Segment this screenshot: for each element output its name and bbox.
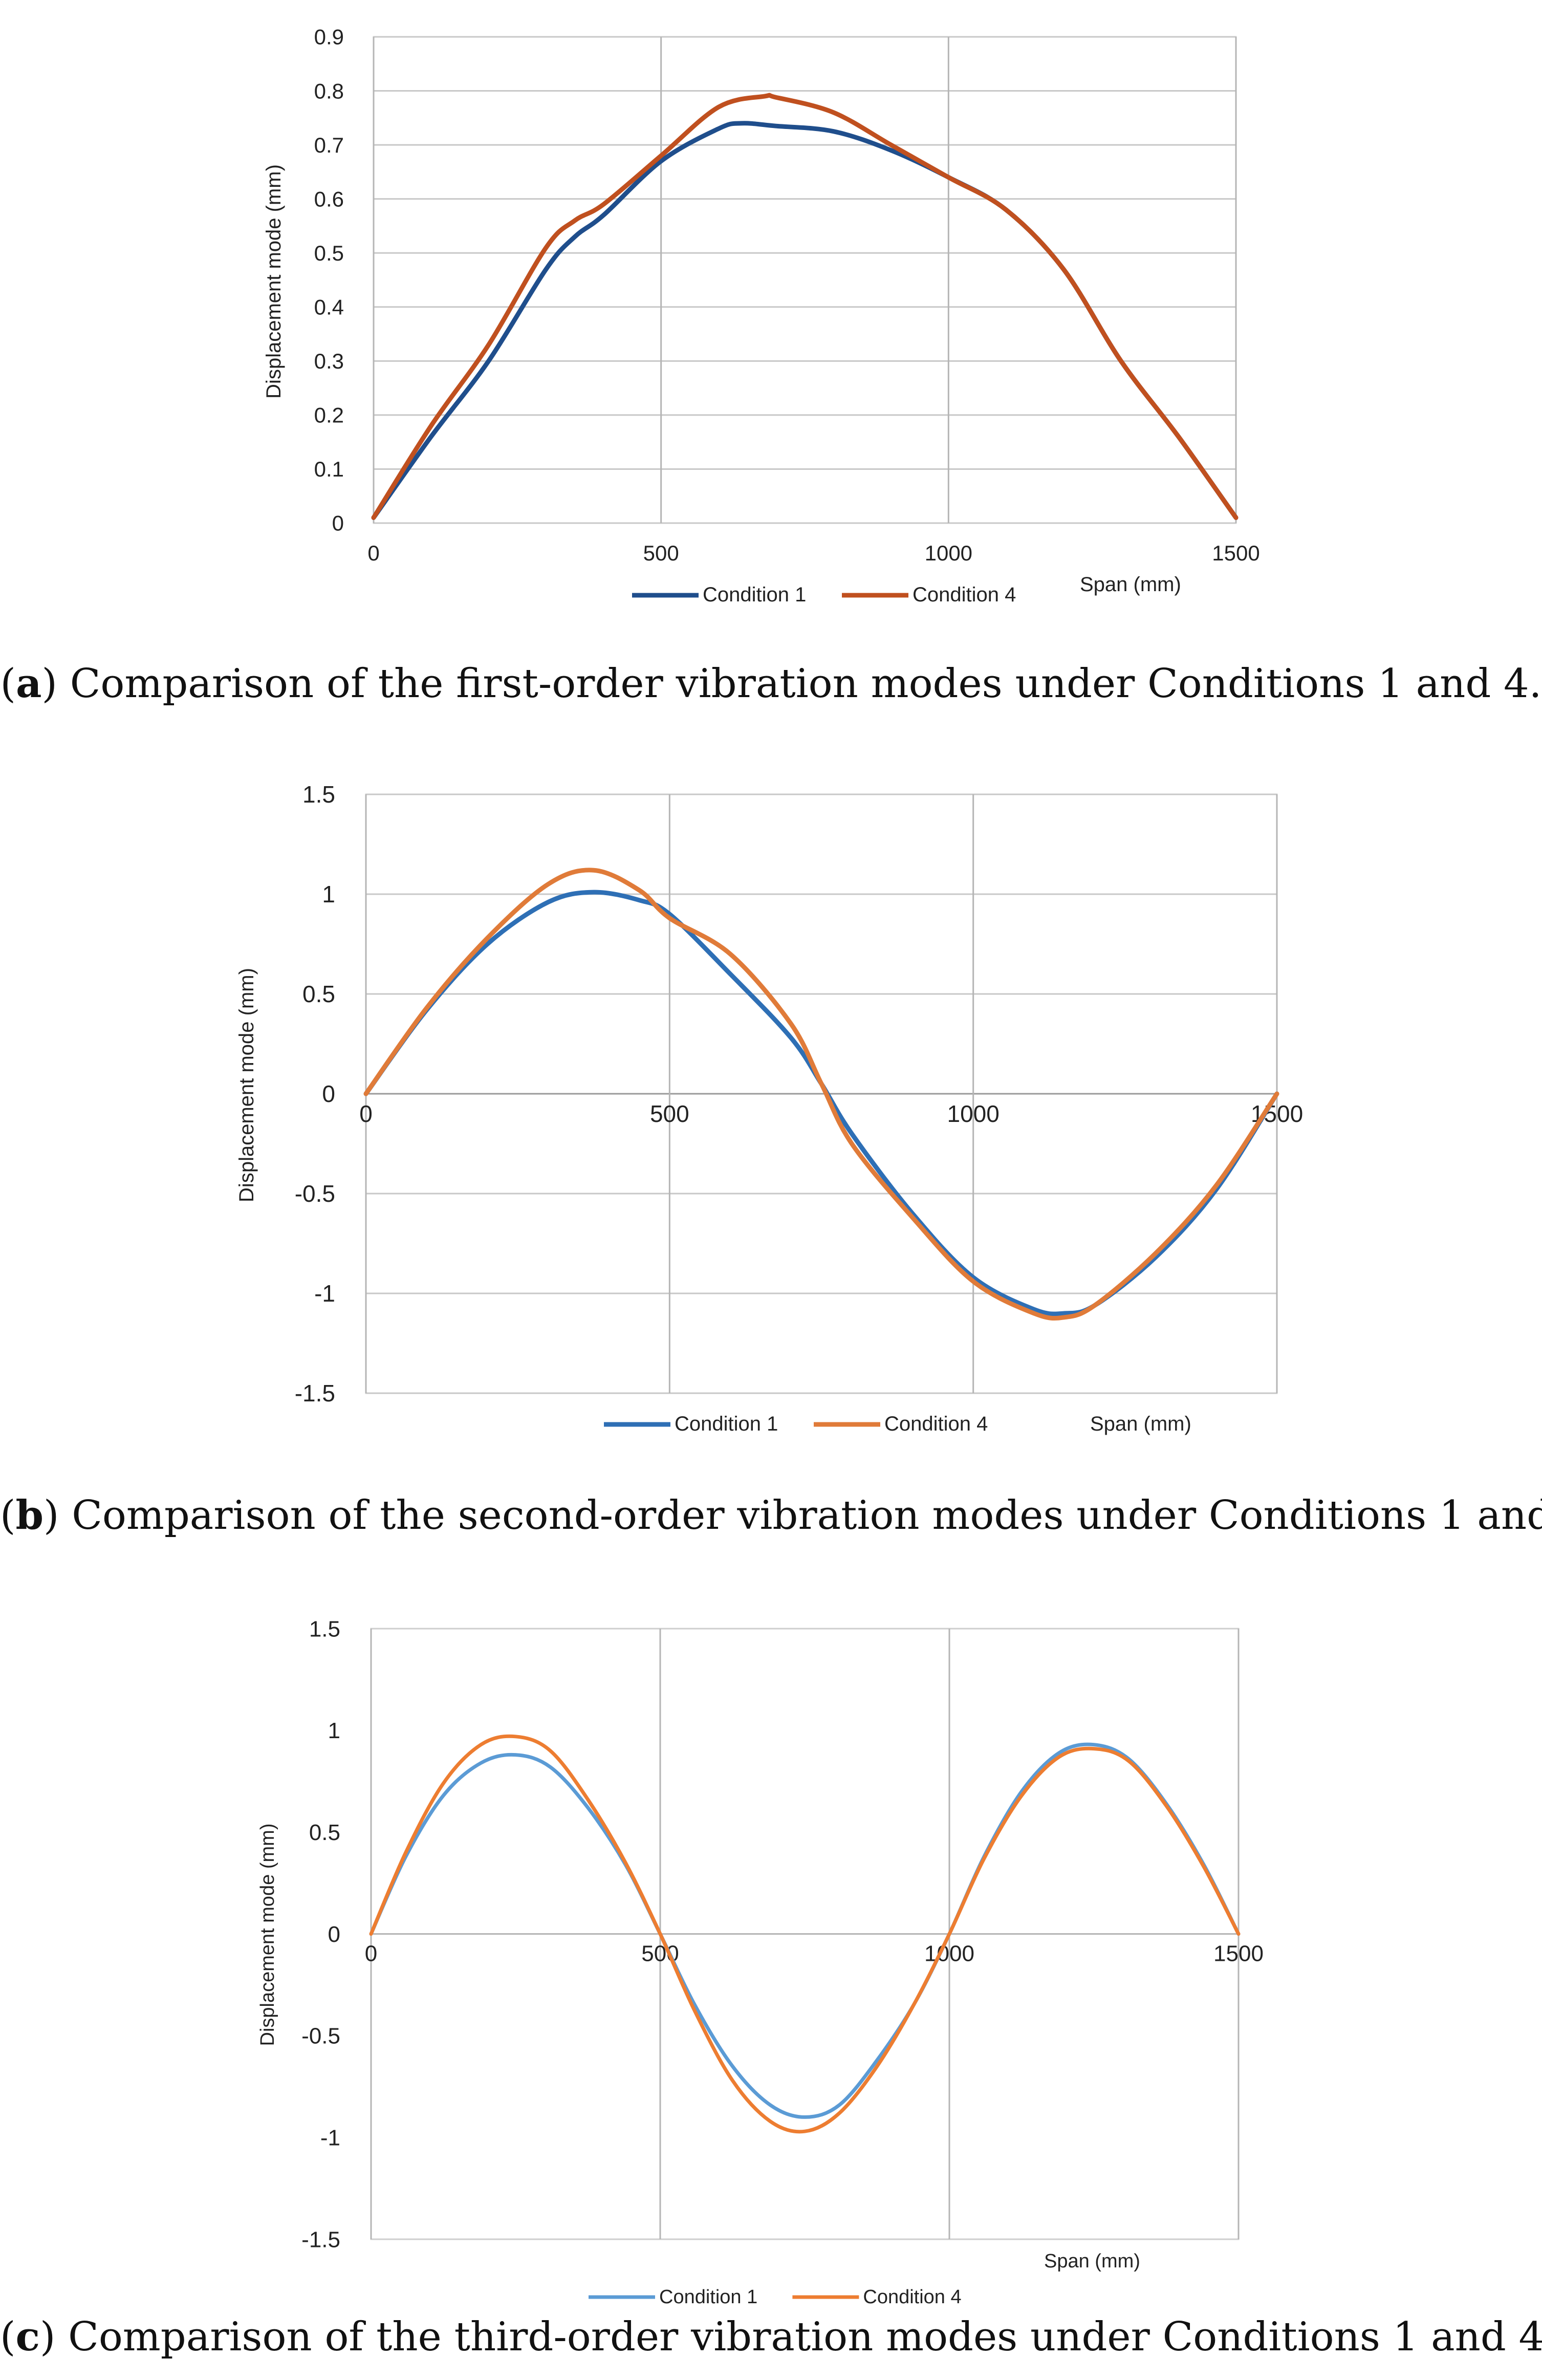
caption-b-letter: b	[15, 1492, 44, 1539]
y-tick-label-a-8: 0.8	[314, 79, 344, 103]
caption-b-text: ) Comparison of the second-order vibrati…	[43, 1492, 1542, 1539]
x-tick-label-c-2: 1000	[924, 1941, 974, 1966]
y-tick-label-a-4: 0.4	[314, 295, 344, 319]
y-axis-label-b: Displacement mode (mm)	[235, 968, 258, 1202]
y-tick-label-b-6: 1.5	[302, 781, 335, 808]
caption-c-text: ) Comparison of the third-order vibratio…	[39, 2314, 1542, 2360]
x-tick-label-a-2: 1000	[925, 541, 972, 565]
x-tick-label-b-2: 1000	[947, 1100, 999, 1127]
y-tick-label-c-6: 1.5	[309, 1616, 340, 1641]
y-tick-label-c-0: -1.5	[301, 2227, 340, 2252]
y-tick-label-a-1: 0.1	[314, 457, 344, 481]
y-tick-label-c-1: -1	[320, 2126, 340, 2151]
x-axis-label-b: Span (mm)	[1090, 1413, 1191, 1435]
y-tick-label-c-5: 1	[328, 1718, 340, 1743]
legend-label-a-2: Condition 4	[913, 583, 1016, 606]
x-axis-label-c: Span (mm)	[1044, 2251, 1140, 2272]
chart-b: -1.5-1-0.500.511.50 500 1000 1500Displaceme…	[235, 781, 1303, 1435]
chart-c: -1.5-1-0.500.511.50 500 1000 1500Displaceme…	[257, 1616, 1264, 2308]
figure-a: 0 0.1 0.2 0.3 0.4 0.5 0.6 0.7 0.8 0.9 0 500 1000 1500…	[0, 0, 1542, 742]
caption-a-text: ) Comparison of the first-order vibratio…	[41, 661, 1542, 707]
x-tick-label-a-1: 500	[643, 541, 679, 565]
y-axis-label-a: Displacement mode (mm)	[263, 164, 285, 399]
x-tick-label-a-0: 0	[367, 541, 379, 565]
legend-label-b-2: Condition 4	[884, 1413, 988, 1435]
series-line-b-1	[363, 890, 1279, 1316]
y-tick-label-a-5: 0.5	[314, 241, 344, 265]
x-axis-label-a: Span (mm)	[1080, 573, 1181, 596]
series-line-c-1	[369, 1742, 1241, 2119]
y-tick-label-b-5: 1	[322, 881, 335, 907]
y-tick-label-b-4: 0.5	[302, 981, 335, 1007]
legend-label-c-2: Condition 4	[863, 2286, 961, 2308]
y-tick-label-a-3: 0.3	[314, 349, 344, 373]
caption-b: (b) Comparison of the second-order vibra…	[0, 1492, 1542, 1539]
y-tick-label-a-7: 0.7	[314, 133, 344, 157]
y-tick-label-a-0: 0	[332, 511, 344, 535]
y-tick-label-b-1: -1	[314, 1280, 335, 1307]
caption-c: (c) Comparison of the third-order vibrat…	[0, 2313, 1542, 2360]
x-tick-label-b-1: 500	[650, 1100, 689, 1127]
plot-area-a	[373, 36, 1237, 524]
legend-label-a-1: Condition 1	[703, 583, 806, 606]
caption-a-letter: a	[15, 660, 42, 707]
x-tick-label-b-0: 0	[359, 1100, 373, 1127]
x-tick-label-a-3: 1500	[1212, 541, 1259, 565]
caption-c-letter: c	[15, 2313, 40, 2360]
y-tick-label-b-0: -1.5	[295, 1380, 335, 1407]
y-tick-label-c-3: 0	[328, 1922, 340, 1947]
y-tick-label-a-2: 0.2	[314, 403, 344, 427]
y-axis-label-c: Displacement mode (mm)	[257, 1824, 278, 2046]
y-tick-label-c-4: 0.5	[309, 1820, 340, 1845]
series-line-a-2	[371, 93, 1239, 520]
series-line-c-2	[369, 1734, 1241, 2134]
y-tick-label-a-9: 0.9	[314, 25, 344, 49]
series-line-b-2	[363, 868, 1279, 1321]
y-tick-label-b-2: -0.5	[295, 1180, 335, 1207]
figure-b: -1.5 -1 -0.5 0 0.5 1 1.5 0 500 1000 1500 Displaceme…	[0, 742, 1542, 1587]
chart-a: 0 0.1 0.2 0.3 0.4 0.5 0.6 0.7 0.8 0.9 0 500 1000 1500…	[263, 25, 1260, 606]
legend-label-c-1: Condition 1	[659, 2286, 757, 2308]
figure-c: -1.5 -1 -0.5 0 0.5 1 1.5 0 500 1000 1500 Displaceme…	[0, 1587, 1542, 2380]
y-tick-label-c-2: -0.5	[301, 2024, 340, 2049]
x-tick-label-c-3: 1500	[1213, 1941, 1264, 1966]
y-tick-label-a-6: 0.6	[314, 187, 344, 211]
x-tick-label-c-0: 0	[365, 1941, 377, 1966]
caption-a: (a) Comparison of the first-order vibrat…	[0, 660, 1542, 707]
legend-label-b-1: Condition 1	[675, 1413, 778, 1435]
y-tick-label-b-3: 0	[322, 1080, 335, 1107]
